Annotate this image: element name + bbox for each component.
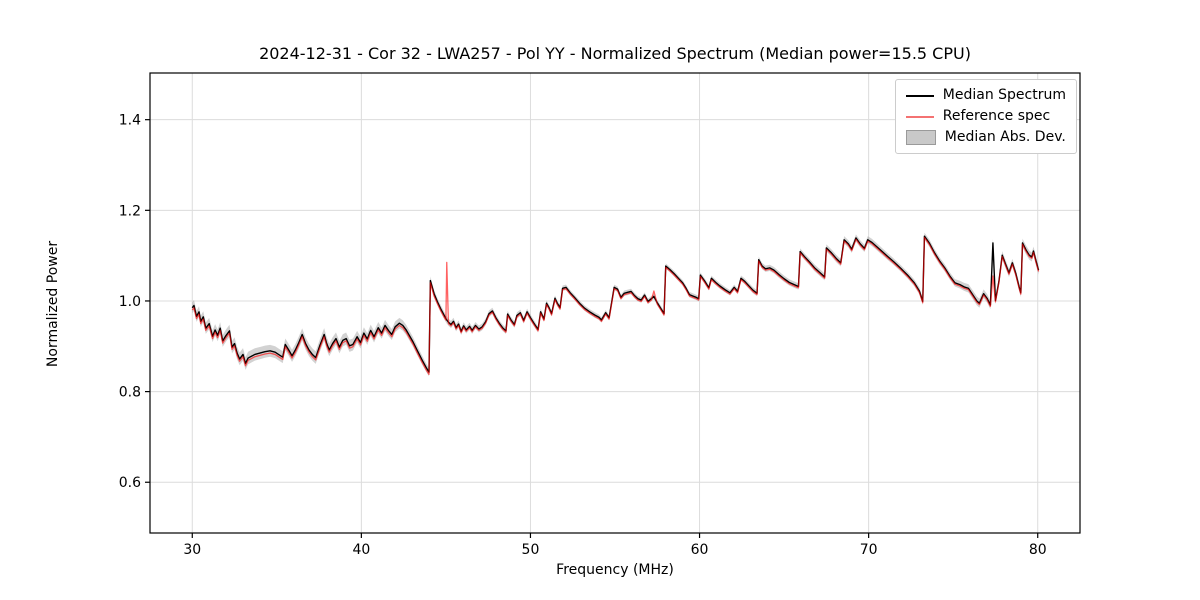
y-tick-label: 1.4 — [119, 113, 141, 129]
x-tick-label: 40 — [352, 542, 370, 558]
legend-label: Median Spectrum — [942, 87, 1066, 103]
chart-title: 2024-12-31 - Cor 32 - LWA257 - Pol YY - … — [259, 44, 971, 63]
x-tick-label: 70 — [860, 542, 878, 558]
x-axis-label: Frequency (MHz) — [556, 562, 674, 578]
legend-item-reference-spec: Reference spec — [905, 108, 1066, 125]
y-tick-label: 0.6 — [119, 475, 141, 491]
mad-band — [192, 232, 1039, 377]
y-tick-label: 1.0 — [119, 294, 141, 310]
reference-line-swatch — [905, 115, 934, 118]
legend-item-median-spectrum: Median Spectrum — [905, 87, 1066, 104]
x-tick-label: 80 — [1029, 542, 1047, 558]
y-axis-label: Normalized Power — [45, 240, 61, 368]
axes-spines — [149, 72, 1081, 534]
y-tick-label: 1.2 — [119, 203, 141, 219]
y-tick-labels: 0.6 0.8 1.0 1.2 1.4 — [119, 113, 141, 492]
median-line-swatch — [905, 94, 934, 97]
legend-item-median-abs-dev: Median Abs. Dev. — [905, 129, 1066, 146]
legend: Median Spectrum Reference spec Median Ab… — [894, 79, 1077, 154]
legend-label: Reference spec — [942, 108, 1051, 124]
x-tick-label: 30 — [183, 542, 201, 558]
legend-label: Median Abs. Dev. — [944, 129, 1066, 145]
y-tick-label: 0.8 — [119, 385, 141, 401]
mad-band-swatch — [905, 130, 936, 145]
tick-marks — [145, 119, 1039, 538]
spectrum-lines — [191, 235, 1040, 376]
x-tick-label: 50 — [522, 542, 540, 558]
x-tick-label: 60 — [691, 542, 709, 558]
x-tick-labels: 30 40 50 60 70 80 — [183, 542, 1046, 558]
